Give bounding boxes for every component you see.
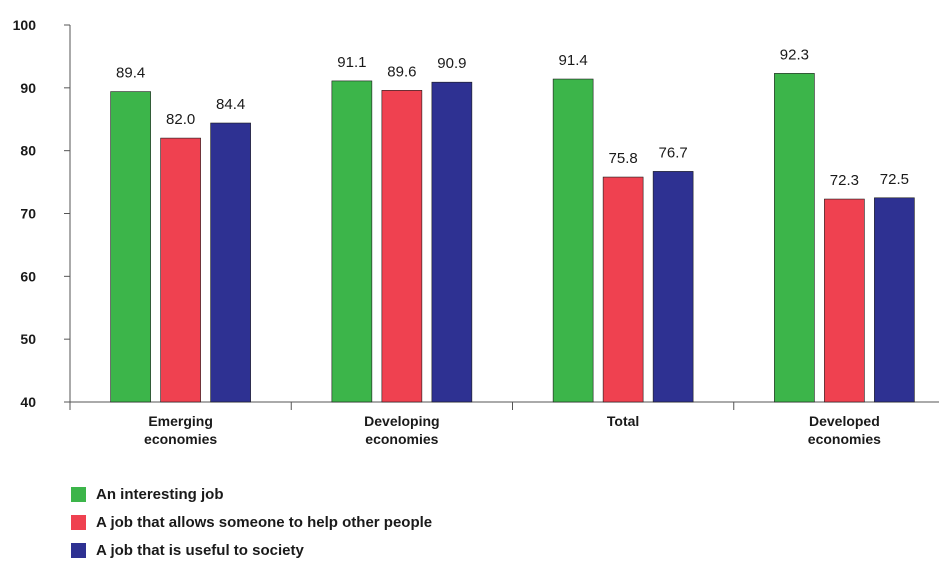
bars — [110, 73, 915, 403]
data-label: 89.4 — [116, 65, 145, 82]
bar — [874, 197, 915, 403]
bar — [774, 73, 815, 403]
data-label: 91.1 — [337, 54, 366, 71]
data-label: 92.3 — [780, 46, 809, 63]
y-axis: 40 50 60 70 80 90 100 — [13, 17, 71, 410]
x-axis: Emerging economies Developing economies Tota… — [70, 401, 939, 447]
legend-item: A job that is useful to society — [71, 536, 432, 564]
bar — [110, 91, 151, 403]
data-label: 89.6 — [387, 63, 416, 80]
data-label: 76.7 — [659, 144, 688, 161]
data-label: 90.9 — [437, 55, 466, 72]
bar — [652, 171, 694, 403]
legend-label: A job that allows someone to help other … — [96, 513, 433, 531]
bar — [824, 198, 865, 403]
y-tick-label: 60 — [20, 268, 36, 284]
bar — [431, 81, 473, 403]
data-label: 75.8 — [609, 150, 638, 167]
data-labels: 89.4 82.0 84.4 91.1 89.6 90.9 91.4 75.8 76.7 92.3… — [116, 46, 909, 189]
legend-label: An interesting job — [96, 485, 224, 503]
bar — [602, 176, 644, 403]
data-label: 72.3 — [830, 172, 859, 189]
y-tick-label: 100 — [13, 17, 37, 33]
bar — [552, 78, 594, 403]
bar — [331, 80, 373, 403]
bar — [210, 122, 251, 403]
x-tick-label: Developed economies — [808, 413, 881, 447]
legend-label: A job that is useful to society — [96, 541, 304, 559]
y-tick-label: 50 — [20, 331, 36, 347]
data-label: 91.4 — [559, 52, 588, 69]
legend-swatch — [71, 486, 86, 502]
bar-chart: 40 50 60 70 80 90 100 Emerging economies Develop… — [13, 17, 939, 447]
data-label: 82.0 — [166, 111, 195, 128]
data-label: 84.4 — [216, 96, 245, 113]
bar — [160, 137, 201, 403]
y-tick-label: 80 — [20, 143, 36, 159]
y-tick-label: 40 — [20, 394, 36, 410]
data-label: 72.5 — [880, 171, 909, 188]
x-tick-label: Developing economies — [364, 413, 439, 447]
y-tick-label: 90 — [20, 80, 36, 96]
legend-swatch — [71, 514, 86, 530]
y-tick-label: 70 — [20, 206, 36, 222]
x-tick-label: Emerging economies — [144, 413, 217, 447]
legend: An interesting job A job that allows som… — [71, 480, 432, 564]
x-tick-label: Total — [607, 413, 639, 429]
bar — [381, 90, 423, 403]
legend-item: A job that allows someone to help other … — [71, 508, 432, 536]
legend-item: An interesting job — [71, 480, 432, 508]
legend-swatch — [71, 542, 86, 558]
